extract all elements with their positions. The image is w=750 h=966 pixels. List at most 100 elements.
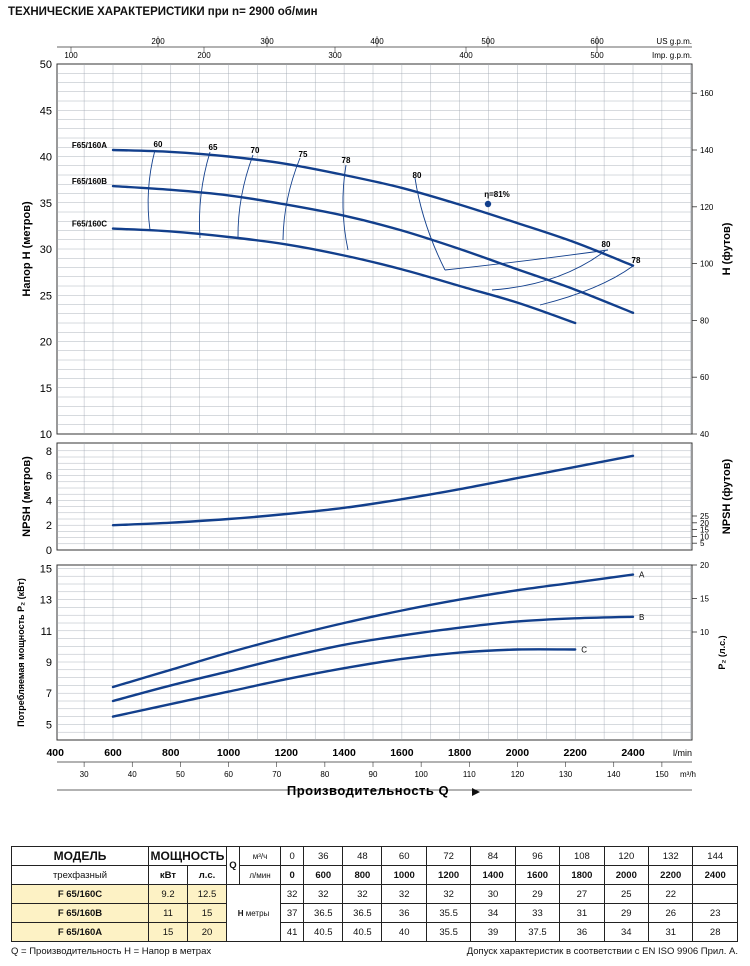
y-tick-label: 5 [46,719,52,731]
y-tick-label: 15 [40,563,52,575]
pump-chart: 200 300 400 500 600 US g.p.m.100 200 300 400 500 I… [16,36,733,798]
curve-power-1 [111,615,635,703]
x-tick-label-lmin: 800 [162,747,180,759]
efficiency-label: 78 [632,256,641,265]
head-value: 32 [342,884,383,904]
y-tick-label: 9 [46,657,52,669]
head-value: 41 [279,922,305,942]
panel-frame-power [56,564,693,741]
head-value: 40.5 [342,922,383,942]
footer-tolerance: Допуск характеристик в соответствии с EN… [466,946,738,957]
head-value: 40 [381,922,427,942]
y-tick-label: 40 [40,152,52,164]
y-tick-label: 50 [40,59,52,71]
head-value: 32 [425,884,472,904]
y-axis-label: Потребляемая мощность P₂ (кВт) [16,578,26,727]
head-value: 32 [279,884,305,904]
h-label: H метры [226,884,281,942]
imp-gpm-tick-label: 300 [328,51,342,60]
head-value: 25 [603,884,650,904]
y2-tick-label: 5 [700,539,705,548]
y-tick-label: 7 [46,688,52,700]
x-tick-label-m3h: 80 [320,770,329,779]
head-value [692,884,738,904]
x-tick-label-lmin: 1600 [390,747,414,759]
us-gpm-unit: US g.p.m. [656,37,692,46]
head-value: 32 [303,884,344,904]
h-letter: H [237,908,246,918]
efficiency-label: 60 [154,140,163,149]
head-value: 29 [603,903,650,923]
x-tick-label-m3h: 70 [272,770,281,779]
y-tick-label: 6 [46,471,52,483]
head-value: 36 [559,922,605,942]
q-m3h-value: 0 [279,846,305,866]
q-m3h-value: 60 [381,846,427,866]
efficiency-line [414,177,446,271]
q-lmin-value: 800 [342,865,383,885]
q-m3h-value: 48 [342,846,383,866]
head-value: 34 [470,903,516,923]
x-axis-label: Производительность Q [287,783,449,798]
model-subheader: трехфазный [11,865,149,885]
curve-head-1 [111,184,635,314]
y2-tick-label: 20 [700,561,709,570]
power-kw: 9.2 [148,884,188,904]
x-tick-label-m3h: 90 [369,770,378,779]
bep-marker [484,200,492,208]
efficiency-line [342,164,349,251]
q-lmin-value: 1200 [425,865,472,885]
power-hp: 12.5 [187,884,227,904]
head-value: 23 [692,903,738,923]
efficiency-line [282,157,301,241]
power-kw: 11 [148,903,188,923]
y2-tick-label: 140 [700,146,714,155]
x-tick-label-lmin: 1000 [217,747,241,759]
q-lmin-value: 600 [303,865,344,885]
efficiency-label: 75 [299,150,308,159]
head-value: 27 [559,884,605,904]
q-lmin-value: 2400 [692,865,738,885]
x-tick-label-lmin: 1800 [448,747,472,759]
efficiency-label: 80 [413,171,422,180]
x-tick-label-lmin: 2000 [506,747,530,759]
q-m3h-value: 36 [303,846,344,866]
x-tick-label-m3h: 140 [607,770,621,779]
head-value: 28 [692,922,738,942]
x-tick-label-lmin: 600 [104,747,122,759]
model-name: F 65/160A [11,922,149,942]
panel-frame-npsh [56,442,693,551]
q-m3h-value: 96 [514,846,561,866]
imp-gpm-unit: Imp. g.p.m. [652,51,692,60]
curve-label: F65/160C [72,220,107,229]
x-tick-label-m3h: 130 [559,770,573,779]
curve-head-2 [111,227,577,325]
y-tick-label: 13 [40,595,52,607]
curve-npsh-0 [111,454,635,527]
q-m3h-value: 144 [692,846,738,866]
curve-label: C [581,646,587,655]
head-value: 32 [381,884,427,904]
y-tick-label: 45 [40,105,52,117]
head-value: 37 [279,903,305,923]
q-m3h-value: 132 [648,846,694,866]
efficiency-label: 70 [251,146,260,155]
y-tick-label: 25 [40,290,52,302]
head-value: 29 [514,884,561,904]
q-m3h-value: 84 [470,846,516,866]
imp-gpm-tick-label: 500 [590,51,604,60]
y2-tick-label: 60 [700,373,709,382]
x-tick-label-m3h: 150 [655,770,669,779]
head-value: 30 [470,884,516,904]
head-value: 22 [648,884,694,904]
x-tick-label-lmin: 1400 [332,747,356,759]
efficiency-line [198,151,211,239]
y2-tick-label: 10 [700,628,709,637]
q-lmin-value: 1400 [470,865,516,885]
y2-tick-label: 15 [700,595,709,604]
y-tick-label: 10 [40,429,52,441]
curve-label: F65/160B [72,177,107,186]
y2-tick-label: 80 [700,316,709,325]
efficiency-label: η=81% [484,190,510,199]
